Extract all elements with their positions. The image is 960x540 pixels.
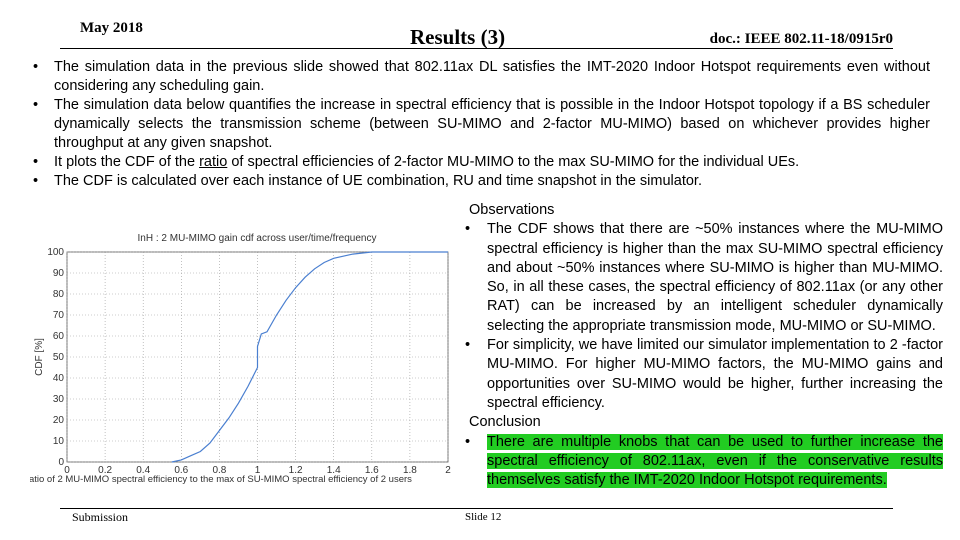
footer-rule	[60, 508, 893, 509]
observation: The CDF shows that there are ~50% instan…	[465, 220, 943, 336]
x-tick-label: 2	[445, 465, 451, 476]
bullet-text: of spectral efficiencies of 2-factor MU-…	[227, 154, 800, 170]
date: May 2018	[80, 20, 143, 36]
x-tick-label: 1.6	[365, 465, 379, 476]
y-tick-label: 70	[53, 310, 65, 321]
y-tick-label: 0	[58, 457, 64, 468]
y-tick-label: 60	[53, 331, 65, 342]
x-tick-label: 1	[255, 465, 261, 476]
y-axis-label: CDF [%]	[34, 338, 45, 376]
x-tick-label: 0.6	[174, 465, 188, 476]
observation-list: The CDF shows that there are ~50% instan…	[465, 220, 943, 413]
conclusion-text: There are multiple knobs that can be use…	[487, 433, 943, 489]
cdf-line	[171, 251, 448, 463]
bullet: The simulation data in the previous slid…	[33, 58, 930, 96]
bullet-text: ratio	[199, 154, 228, 170]
x-tick-label: 0	[64, 465, 70, 476]
y-tick-label: 90	[53, 268, 65, 279]
bullet: The simulation data below quantifies the…	[33, 96, 930, 153]
bullet-text: The CDF is calculated over each instance…	[54, 173, 702, 189]
bullet-text: It plots the CDF of the	[54, 154, 200, 170]
chart: InH : 2 MU-MIMO gain cdf across user/tim…	[30, 233, 451, 485]
slide-title: Results (3)	[410, 25, 506, 49]
bullet: The CDF is calculated over each instance…	[33, 172, 930, 191]
conclusion-item: There are multiple knobs that can be use…	[465, 433, 943, 491]
y-tick-label: 80	[53, 289, 65, 300]
x-tick-label: 0.4	[136, 465, 150, 476]
bullet: It plots the CDF of the ratio of spectra…	[33, 153, 930, 172]
footer-left: Submission	[72, 510, 129, 524]
x-tick-label: 1.8	[403, 465, 417, 476]
x-tick-label: 0.2	[98, 465, 112, 476]
bullet-list: The simulation data in the previous slid…	[33, 58, 930, 191]
y-tick-label: 50	[53, 352, 65, 363]
observation: For simplicity, we have limited our simu…	[465, 336, 943, 413]
bullet-text: The simulation data in the previous slid…	[54, 59, 930, 94]
observations: Observations The CDF shows that there are…	[465, 201, 943, 491]
y-tick-label: 100	[47, 247, 64, 258]
observations-heading: Observations	[469, 202, 555, 218]
bullet-text: The simulation data below quantifies the…	[54, 97, 930, 151]
x-tick-label: 0.8	[212, 465, 226, 476]
x-axis-label: Ratio of 2 MU-MIMO spectral efficiency t…	[30, 474, 412, 485]
conclusion-list: There are multiple knobs that can be use…	[465, 433, 943, 491]
conclusion-heading: Conclusion	[469, 414, 541, 431]
x-tick-label: 1.2	[289, 465, 303, 476]
y-tick-label: 30	[53, 394, 65, 405]
header-rule	[60, 48, 893, 49]
y-tick-label: 20	[53, 415, 65, 426]
x-tick-label: 1.4	[327, 465, 341, 476]
chart-title: InH : 2 MU-MIMO gain cdf across user/tim…	[138, 233, 377, 244]
y-tick-label: 40	[53, 373, 65, 384]
y-tick-label: 10	[53, 436, 65, 447]
slide-number: Slide 12	[465, 511, 502, 523]
doc-id: doc.: IEEE 802.11-18/0915r0	[709, 31, 893, 47]
